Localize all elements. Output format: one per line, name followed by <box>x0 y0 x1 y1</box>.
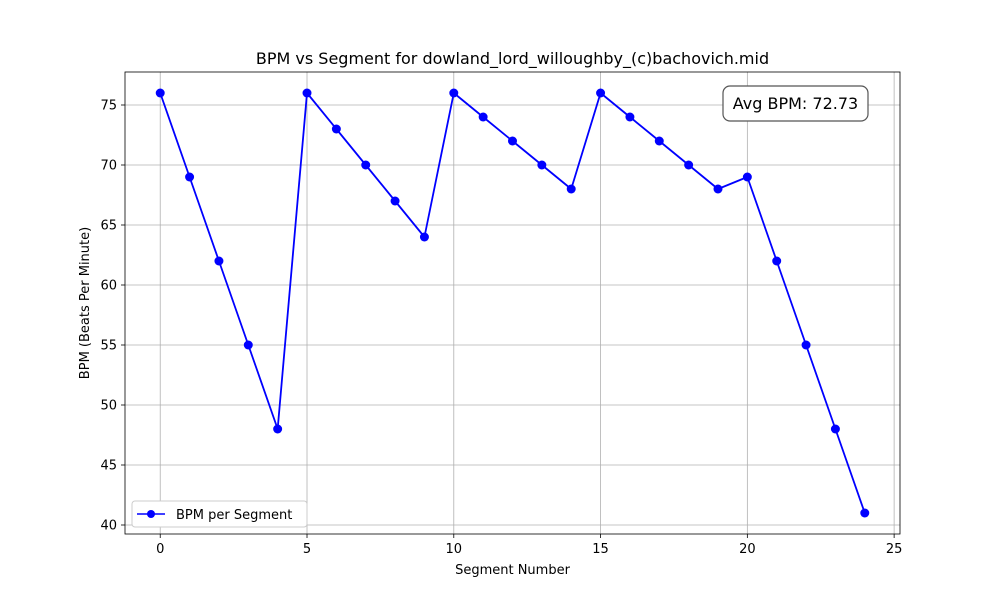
y-axis-label: BPM (Beats Per Minute) <box>78 227 93 379</box>
data-point <box>449 88 459 98</box>
data-point <box>155 88 165 98</box>
y-tick-label: 70 <box>100 159 117 174</box>
legend-label: BPM per Segment <box>176 508 292 523</box>
data-point <box>361 160 371 170</box>
x-tick-label: 10 <box>446 542 463 557</box>
data-point <box>243 340 253 350</box>
data-point <box>713 184 723 194</box>
legend: BPM per Segment <box>131 500 308 528</box>
data-point <box>860 508 870 518</box>
y-tick-label: 65 <box>100 219 117 234</box>
data-point <box>625 112 635 122</box>
data-point <box>772 256 782 266</box>
y-tick-label: 60 <box>100 279 117 294</box>
annotation-box <box>722 85 869 122</box>
data-point <box>390 196 400 206</box>
data-point <box>302 88 312 98</box>
y-tick-label: 40 <box>100 519 117 534</box>
series-line <box>159 92 866 514</box>
data-point <box>742 172 752 182</box>
data-point <box>537 160 547 170</box>
x-tick-label: 5 <box>303 542 311 557</box>
y-tick-label: 50 <box>100 399 117 414</box>
data-point <box>331 124 341 134</box>
x-tick-label: 15 <box>592 542 609 557</box>
data-point <box>830 424 840 434</box>
x-tick-label: 25 <box>886 542 903 557</box>
y-tick-label: 55 <box>100 339 117 354</box>
y-tick-label: 45 <box>100 459 117 474</box>
legend-marker-swatch <box>147 510 155 518</box>
legend-box <box>131 500 308 528</box>
data-point <box>566 184 576 194</box>
series-layer <box>155 88 870 518</box>
data-point <box>801 340 811 350</box>
data-point <box>214 256 224 266</box>
data-point <box>185 172 195 182</box>
annotation-text: Avg BPM: 72.73 <box>733 94 858 113</box>
data-point <box>508 136 517 146</box>
axis-ticks: 0 5 10 15 20 25 40 45 50 55 60 65 70 75 <box>100 99 902 558</box>
data-point <box>684 160 694 170</box>
x-tick-label: 0 <box>156 542 164 557</box>
data-point <box>419 232 429 242</box>
chart-title: BPM vs Segment for dowland_lord_willough… <box>256 49 769 69</box>
data-point <box>596 88 606 98</box>
x-tick-label: 20 <box>739 542 756 557</box>
y-tick-label: 75 <box>100 99 117 114</box>
plot-frame <box>124 71 901 535</box>
avg-bpm-annotation: Avg BPM: 72.73 <box>722 85 869 122</box>
data-point <box>478 112 488 122</box>
data-point <box>273 424 283 434</box>
data-point <box>654 136 664 146</box>
x-axis-label: Segment Number <box>455 563 571 578</box>
